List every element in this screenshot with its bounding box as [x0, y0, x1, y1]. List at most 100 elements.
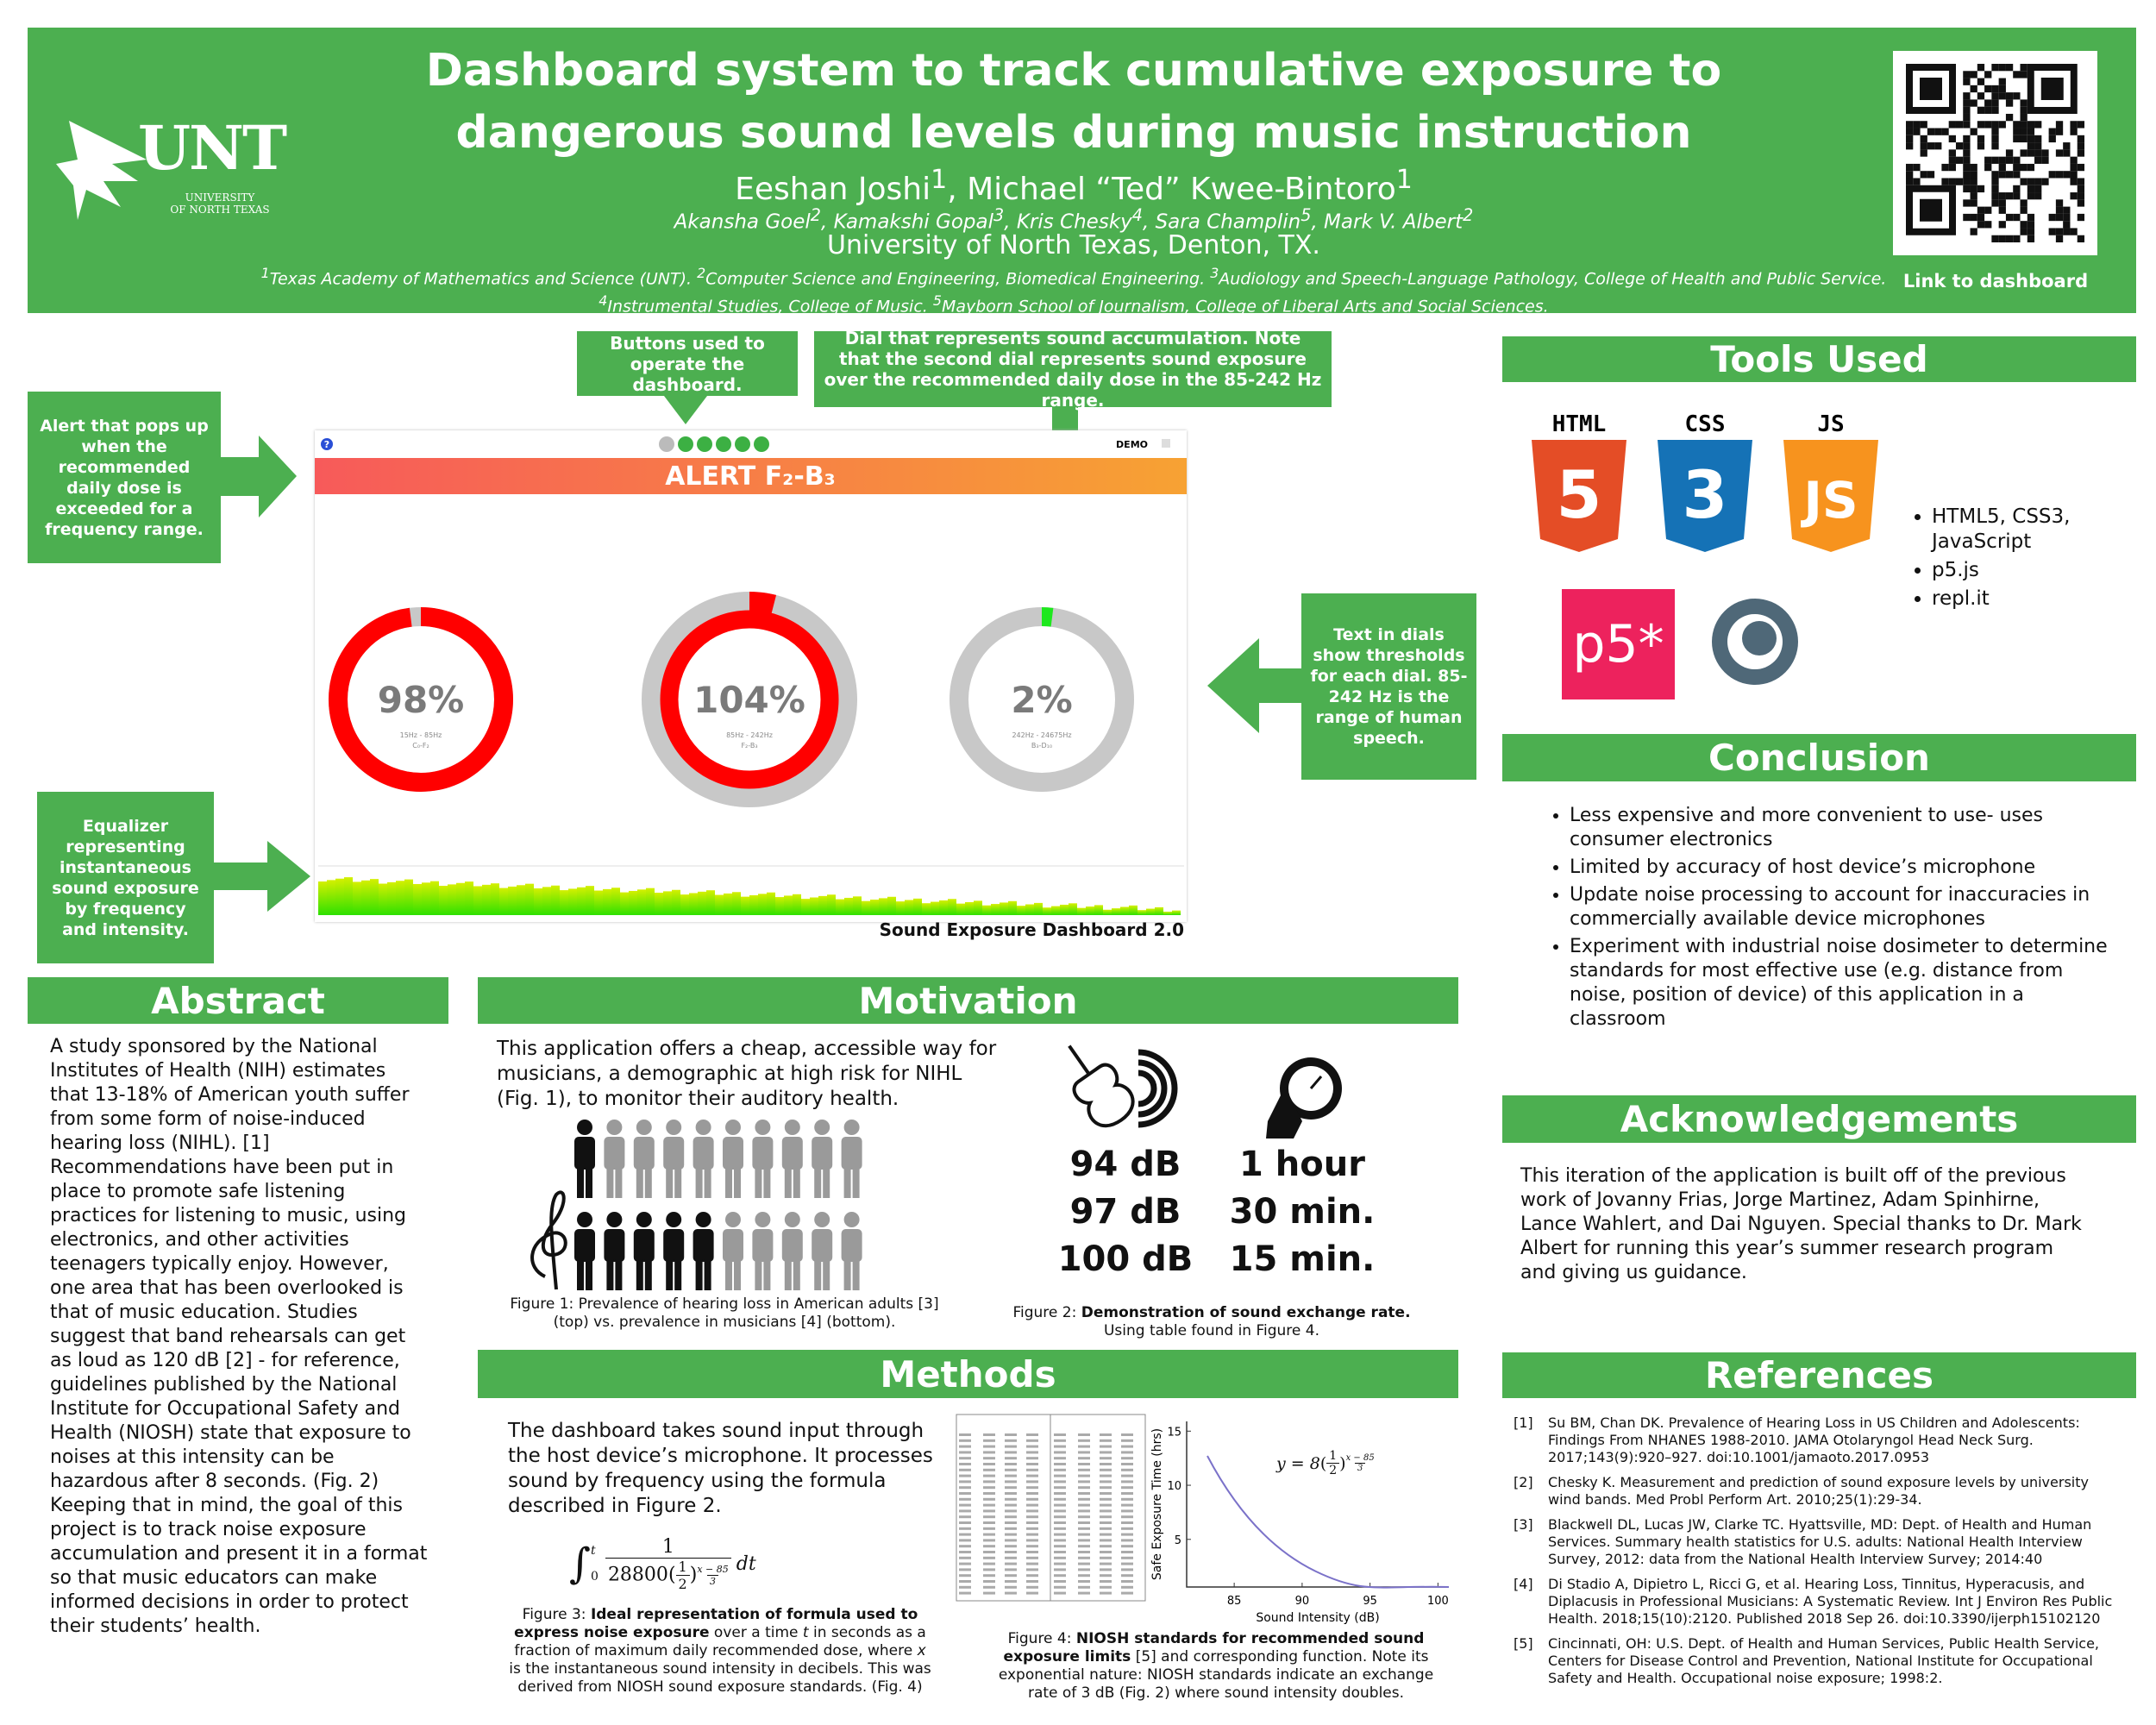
person-icon — [574, 1212, 595, 1290]
qr-cell — [2048, 213, 2056, 222]
icon-part — [693, 1137, 714, 1170]
conclusion-list: Less expensive and more convenient to us… — [1509, 804, 2113, 1035]
table-cell — [959, 1539, 971, 1542]
table-cell — [1121, 1486, 1133, 1490]
text-run: , Mark V. Albert — [1311, 210, 1463, 234]
qr-cell — [1970, 163, 1977, 172]
qr-cell — [2034, 142, 2042, 150]
table-cell — [983, 1474, 995, 1477]
qr-code[interactable] — [1893, 51, 2097, 255]
sound-wave — [1138, 1049, 1178, 1128]
qr-cell — [2077, 149, 2085, 157]
icon-part — [843, 1212, 860, 1227]
qr-cell — [1963, 178, 1971, 185]
table-cell — [983, 1497, 995, 1501]
control-button[interactable] — [716, 436, 731, 452]
qr-cell — [2070, 178, 2078, 185]
table-cell — [1078, 1503, 1090, 1507]
table-cell — [1026, 1521, 1038, 1524]
qr-cell — [2077, 142, 2085, 150]
text-run: [5] and corresponding function. Note its… — [998, 1648, 1434, 1702]
exposure-curve — [1206, 1455, 1450, 1589]
equalizer-bar — [741, 896, 749, 915]
qr-cell — [1998, 199, 2006, 207]
icon-part — [644, 1259, 652, 1290]
qr-cell — [2077, 178, 2085, 185]
person-icon — [663, 1212, 685, 1290]
table-cell — [983, 1585, 995, 1589]
icon-part — [755, 1212, 771, 1227]
help-button[interactable] — [321, 438, 333, 450]
control-button[interactable] — [735, 436, 750, 452]
equalizer-bar — [439, 886, 448, 915]
qr-cell — [2027, 228, 2035, 235]
table-cell — [1005, 1451, 1017, 1454]
logo-mark: 5 — [1557, 456, 1602, 533]
logo-shield — [1658, 440, 1752, 552]
table-cell — [983, 1439, 995, 1442]
table-cell — [1054, 1492, 1066, 1495]
table-cell — [1121, 1451, 1133, 1454]
person-icon — [574, 1120, 595, 1198]
table-cell — [1100, 1497, 1112, 1501]
qr-cell — [2020, 71, 2028, 78]
icon-part — [725, 1120, 741, 1135]
table-cell — [983, 1457, 995, 1460]
mode-toggle[interactable] — [1162, 439, 1170, 448]
table-cell — [983, 1433, 995, 1436]
qr-cell — [2070, 128, 2078, 135]
text-run: 4 — [1131, 205, 1143, 225]
qr-cell — [2041, 156, 2049, 164]
qr-cell — [1963, 142, 1971, 150]
qr-cell — [1984, 85, 1992, 93]
text-run: , Kamakshi Gopal — [820, 210, 993, 234]
qr-cell — [1955, 156, 1964, 164]
equalizer-bar — [948, 899, 956, 915]
icon-part — [695, 1120, 711, 1135]
icon-part — [852, 1259, 860, 1290]
person-icon — [633, 1212, 655, 1290]
qr-cell — [2077, 135, 2085, 143]
qr-cell — [2063, 213, 2071, 222]
table-cell — [1005, 1492, 1017, 1495]
qr-cell — [2013, 171, 2021, 179]
equalizer-bar — [318, 881, 327, 915]
text-run: 1 — [931, 165, 948, 195]
table-cell — [1026, 1433, 1038, 1436]
icon-part — [843, 1167, 851, 1198]
control-button[interactable] — [659, 436, 674, 452]
qr-cell — [1991, 199, 1999, 207]
qr-cell — [1920, 142, 1927, 150]
qr-cell — [1984, 156, 1992, 164]
table-cell — [959, 1492, 971, 1495]
list-item: Less expensive and more convenient to us… — [1570, 804, 2113, 852]
x-tick-label: 95 — [1363, 1595, 1377, 1608]
dial-notes: C₀-F₂ — [412, 742, 429, 750]
qr-cell — [1977, 142, 1985, 150]
qr-cell — [1991, 64, 1999, 72]
control-button[interactable] — [754, 436, 769, 452]
icon-part — [812, 1229, 833, 1262]
table-cell — [1005, 1486, 1017, 1490]
dial-range: 242Hz - 24675Hz — [1012, 731, 1071, 739]
qr-cell — [2034, 156, 2042, 164]
icon-part — [823, 1167, 830, 1198]
icon-part — [636, 1259, 643, 1290]
qr-cell — [1991, 192, 1999, 200]
equalizer-bar — [568, 888, 577, 915]
table-cell — [1121, 1439, 1133, 1442]
qr-cell — [2027, 128, 2035, 135]
qr-cell — [2063, 171, 2071, 179]
logo-eagle — [56, 121, 147, 220]
table-cell — [983, 1492, 995, 1495]
control-button[interactable] — [678, 436, 693, 452]
table-cell — [1054, 1497, 1066, 1501]
math-text: ( — [667, 1564, 676, 1585]
table-cell — [959, 1468, 971, 1471]
equalizer-bar — [913, 898, 922, 915]
qr-cell — [2020, 64, 2028, 72]
control-button[interactable] — [697, 436, 712, 452]
section-heading: Conclusion — [1502, 734, 2136, 781]
list-item: repl.it — [1932, 586, 2156, 612]
